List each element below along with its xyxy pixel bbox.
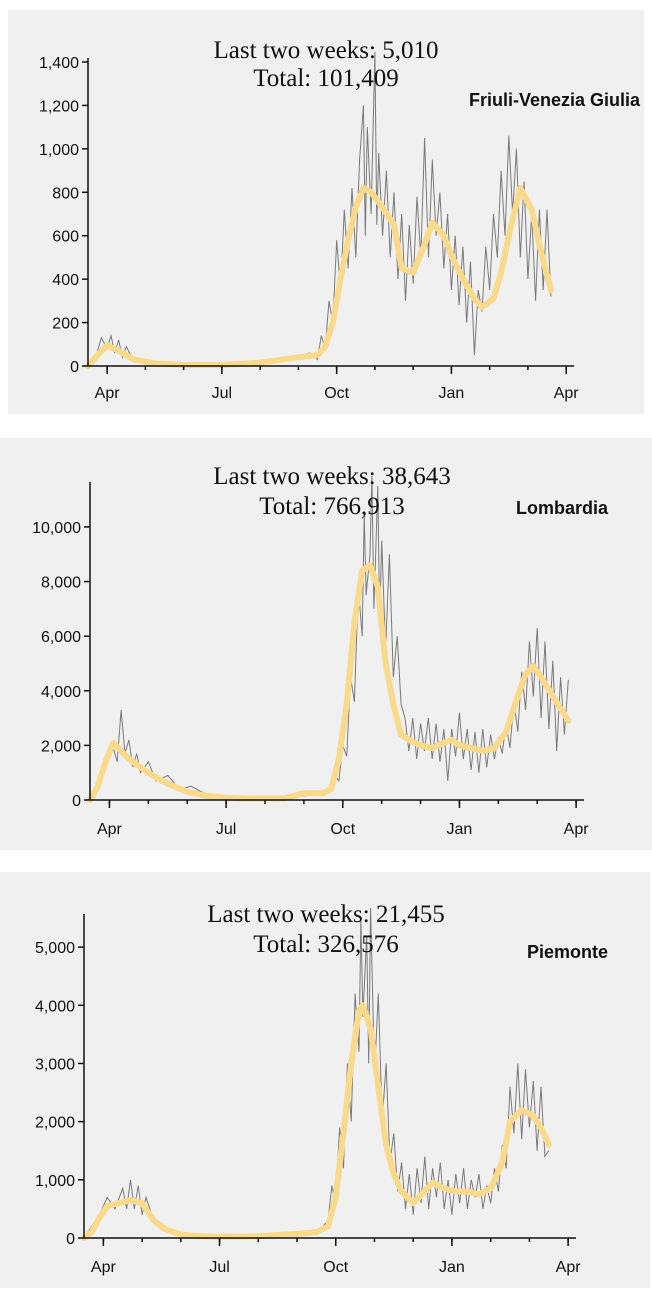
friuli-y-tick-label: 1,400 [39,55,79,72]
friuli-region-name: Friuli-Venezia Giulia [469,90,641,110]
lombardia-y-tick-label: 4,000 [41,684,81,701]
lombardia-y-tick-label: 6,000 [41,629,81,646]
chart-svg-lombardia: 0 2,000 4,000 6,000 8,000 10,000 Apr Jul Oct Jan A… [32,463,609,838]
lombardia-x-tick-label: Apr [564,821,590,838]
piemonte-x-tick-label: Jul [209,1259,229,1276]
friuli-x-tick-label: Jan [439,385,465,402]
friuli-x-tick-label: Apr [554,385,580,402]
piemonte-total-text: Total: 326,576 [253,931,398,958]
lombardia-x-tick-label: Oct [330,821,355,838]
piemonte-y-tick-label: 4,000 [35,998,75,1015]
friuli-smoothed-series-line [85,184,554,369]
piemonte-y-tick-label: 1,000 [35,1173,75,1190]
lombardia-y-tick-label: 8,000 [41,575,81,592]
chart-panel-friuli: 0 200 400 600 800 1,000 1,200 1,400 Apr Jul Oct Jan… [8,10,644,414]
lombardia-total-text: Total: 766,913 [259,493,404,520]
piemonte-y-tick-label: 3,000 [35,1056,75,1073]
lombardia-region-name: Lombardia [516,498,609,518]
friuli-y-tick-label: 1,000 [39,142,79,159]
lombardia-raw-series-line [89,475,569,801]
friuli-y-tick-label: 0 [70,359,79,376]
friuli-y-tick-label: 600 [52,229,79,246]
lombardia-y-tick-label: 10,000 [32,520,81,537]
piemonte-smoothed-series-line [81,1002,552,1241]
chart-panel-lombardia: 0 2,000 4,000 6,000 8,000 10,000 Apr Jul Oct Jan A… [0,438,652,850]
chart-svg-piemonte: 0 1,000 2,000 3,000 4,000 5,000 Apr Jul Oct Jan Ap… [35,901,608,1276]
lombardia-x-tick-label: Apr [97,821,123,838]
piemonte-y-tick-label: 5,000 [35,940,75,957]
friuli-last-two-weeks-text: Last two weeks: 5,010 [214,37,439,64]
lombardia-x-tick-label: Jul [216,821,236,838]
lombardia-y-tick-label: 0 [72,793,81,810]
lombardia-y-tick-label: 2,000 [41,738,81,755]
piemonte-last-two-weeks-text: Last two weeks: 21,455 [207,901,444,928]
piemonte-region-name: Piemonte [527,942,608,962]
lombardia-smoothed-series-line [87,562,572,803]
friuli-y-tick-label: 200 [52,316,79,333]
friuli-y-tick-label: 1,200 [39,98,79,115]
friuli-x-tick-label: Jul [212,385,232,402]
friuli-y-tick-label: 800 [52,185,79,202]
lombardia-last-two-weeks-text: Last two weeks: 38,643 [213,463,450,490]
piemonte-y-tick-label: 2,000 [35,1115,75,1132]
piemonte-x-tick-label: Oct [323,1259,348,1276]
friuli-total-text: Total: 101,409 [253,65,398,92]
chart-panel-piemonte: 0 1,000 2,000 3,000 4,000 5,000 Apr Jul Oct Jan Ap… [0,872,650,1288]
piemonte-y-tick-label: 0 [66,1231,75,1248]
friuli-x-tick-label: Oct [324,385,349,402]
lombardia-x-tick-label: Jan [447,821,473,838]
piemonte-x-tick-label: Jan [439,1259,465,1276]
piemonte-x-tick-label: Apr [556,1259,582,1276]
piemonte-x-tick-label: Apr [91,1259,117,1276]
chart-svg-friuli: 0 200 400 600 800 1,000 1,200 1,400 Apr Jul Oct Jan… [39,37,641,402]
friuli-y-tick-label: 400 [52,272,79,289]
friuli-x-tick-label: Apr [95,385,121,402]
